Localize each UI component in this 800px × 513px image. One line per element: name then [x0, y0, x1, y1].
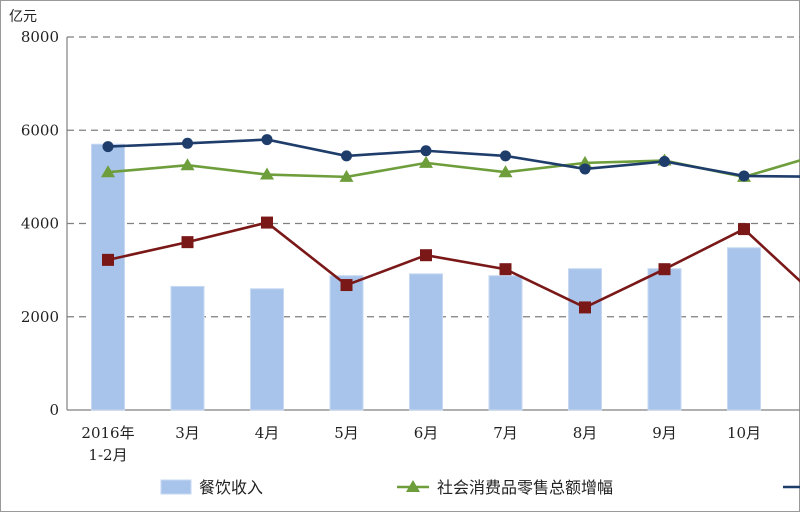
series-line-1 — [107, 138, 800, 178]
point-square-6 — [579, 301, 591, 314]
point-circle-7 — [659, 155, 670, 167]
bar-4 — [409, 273, 443, 411]
point-square-3 — [340, 279, 353, 292]
y-tick-label: 8000 — [21, 28, 59, 46]
bar-2 — [250, 288, 284, 411]
point-square-0 — [102, 253, 114, 266]
point-triangle-5 — [498, 165, 513, 178]
bar-3 — [329, 275, 364, 411]
y-tick-label: 4000 — [21, 215, 59, 233]
x-tick-label: 5月 — [334, 424, 359, 442]
legend-label: 社会消费品零售总额增幅 — [437, 478, 613, 497]
point-triangle-3 — [339, 169, 354, 182]
bar-6 — [568, 268, 602, 411]
x-tick-label: 3月 — [175, 424, 200, 442]
bar-1 — [170, 285, 205, 411]
point-square-8 — [738, 223, 750, 236]
x-tick-label: 1-2月 — [88, 446, 127, 464]
bar-5 — [488, 275, 523, 411]
point-circle-8 — [738, 170, 750, 182]
y-unit-label: 亿元 — [9, 9, 37, 25]
y-tick-label: 2000 — [21, 308, 59, 326]
legend-triangle-marker — [406, 480, 420, 492]
x-tick-label: 4月 — [255, 424, 280, 442]
point-triangle-4 — [419, 155, 433, 168]
point-square-7 — [658, 263, 671, 276]
legend-bar-swatch — [160, 479, 192, 495]
x-tick-label: 10月 — [727, 424, 761, 442]
point-triangle-2 — [260, 167, 274, 180]
bar-0 — [91, 143, 125, 411]
x-tick-label: 6月 — [414, 424, 439, 442]
y-tick-label: 0 — [49, 401, 59, 419]
x-tick-label: 7月 — [493, 424, 518, 442]
point-circle-6 — [579, 163, 591, 175]
point-triangle-0 — [101, 165, 115, 178]
series-line-0 — [107, 159, 800, 179]
legend-label: 餐饮收入 — [199, 478, 263, 497]
point-triangle-1 — [180, 158, 195, 171]
bar-7 — [647, 268, 682, 411]
point-square-5 — [499, 263, 512, 276]
y-tick-label: 6000 — [21, 121, 59, 139]
point-square-4 — [420, 249, 432, 262]
x-tick-label: 9月 — [652, 424, 677, 442]
x-tick-label: 8月 — [573, 424, 598, 442]
bar-8 — [727, 247, 761, 411]
point-square-1 — [181, 236, 194, 249]
point-circle-5 — [500, 150, 511, 162]
point-circle-4 — [420, 145, 432, 157]
point-circle-3 — [341, 150, 352, 162]
point-circle-0 — [102, 141, 114, 153]
point-circle-2 — [261, 134, 273, 146]
x-tick-label: 2016年 — [81, 424, 134, 442]
point-circle-1 — [182, 137, 193, 149]
point-square-2 — [261, 216, 273, 229]
series-line-2 — [107, 221, 800, 309]
